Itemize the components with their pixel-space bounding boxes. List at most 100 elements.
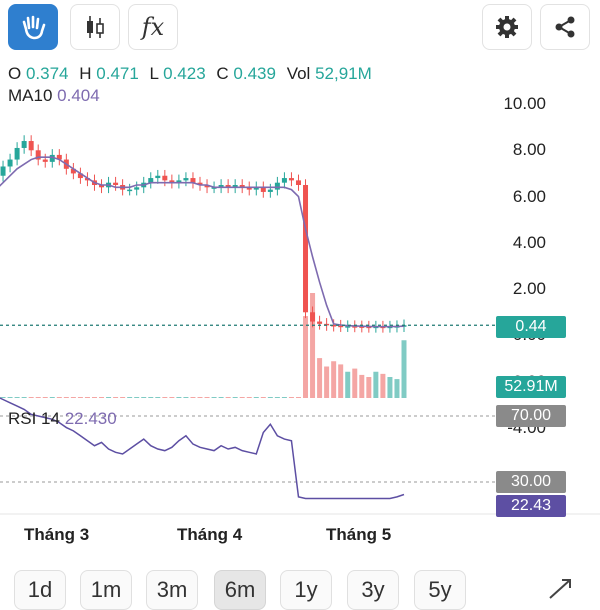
candle-body [42, 159, 48, 162]
period-1y-button[interactable]: 1y [280, 570, 332, 610]
volume-bar [42, 397, 48, 398]
volume-bar [288, 397, 294, 398]
candle-body [295, 180, 301, 185]
settings-button[interactable] [482, 4, 532, 50]
indicators-button[interactable]: fx [128, 4, 178, 50]
volume-bar [380, 373, 386, 398]
candle-body [28, 141, 34, 151]
rsi-upper-tag: 70.00 [496, 405, 566, 427]
volume-bar [387, 377, 393, 398]
candle-body [21, 141, 27, 148]
candle-body [366, 326, 372, 329]
candle-body [183, 178, 189, 181]
volume-bar [63, 397, 69, 398]
candle-body [359, 326, 365, 328]
volume-bar [155, 397, 161, 398]
volume-bar [148, 397, 154, 398]
candle-body [281, 178, 287, 183]
draw-tool-button[interactable] [8, 4, 58, 50]
volume-bar [169, 397, 175, 398]
share-button[interactable] [540, 4, 590, 50]
volume-bar [401, 340, 407, 398]
ma-label: MA10 [8, 86, 53, 105]
candle-body [134, 187, 140, 190]
volume-bar [113, 397, 119, 398]
candle-body [155, 175, 161, 179]
candle-body [99, 185, 105, 188]
candle-body [176, 180, 182, 183]
candle-body [162, 175, 168, 181]
period-3y-button[interactable]: 3y [347, 570, 399, 610]
volume-bar [324, 366, 330, 398]
ma-value: 0.404 [57, 86, 100, 105]
last-price-tag: 0.44 [496, 316, 566, 338]
candle-body [288, 178, 294, 181]
hand-icon [22, 15, 46, 40]
volume-bar [190, 397, 196, 398]
volume-bar [56, 397, 62, 398]
price-tick: 10.00 [503, 94, 546, 113]
close-label: C [216, 64, 229, 83]
candle-body [70, 168, 76, 174]
volume-bar [176, 397, 182, 398]
volume-bar [120, 397, 126, 398]
volume-bar [49, 397, 55, 398]
chart-type-button[interactable] [70, 4, 120, 50]
expand-icon[interactable] [549, 579, 571, 599]
volume-label: Vol [286, 64, 311, 83]
volume-bar [211, 397, 217, 398]
volume-bar [310, 293, 316, 398]
volume-bar [162, 397, 168, 398]
high-label: H [79, 64, 92, 83]
candle-body [239, 185, 245, 188]
candle-body [225, 185, 231, 188]
candle-body [49, 154, 55, 162]
candle-body [77, 173, 83, 179]
price-tick: 8.00 [512, 140, 546, 160]
time-label-april: Tháng 4 [177, 525, 243, 544]
candle-body [274, 182, 280, 190]
period-1d-button[interactable]: 1d [14, 570, 66, 610]
volume-bar [77, 397, 83, 398]
candle-body [113, 182, 119, 185]
volume-bar [28, 397, 34, 398]
volume-bar [204, 397, 210, 398]
period-5y-button[interactable]: 5y [414, 570, 466, 610]
candle-body [84, 178, 90, 181]
gear-icon [496, 16, 518, 38]
candle-body [345, 326, 351, 328]
candle-body [338, 325, 344, 328]
volume-bar [127, 397, 133, 398]
volume-bar [359, 374, 365, 398]
period-3m-button[interactable]: 3m [146, 570, 198, 610]
volume-bar [345, 371, 351, 398]
candle-body [401, 325, 407, 327]
price-tick: 6.00 [512, 186, 546, 206]
volume-bar [99, 397, 105, 398]
volume-bar [141, 397, 147, 398]
candle-body [190, 178, 196, 183]
candle-body [260, 187, 266, 192]
candle-body [331, 325, 337, 327]
period-1m-button[interactable]: 1m [80, 570, 132, 610]
low-value: 0.423 [163, 64, 206, 83]
rsi-lower-tag: 30.00 [496, 471, 566, 493]
time-label-may: Tháng 5 [326, 525, 392, 544]
volume-bar [134, 397, 140, 398]
price-tick: 2.00 [512, 279, 546, 299]
volume-bar [21, 397, 27, 398]
volume-tag: 52.91M [496, 376, 566, 398]
volume-bar [106, 397, 112, 398]
volume-bar [232, 397, 238, 398]
candle-body [232, 185, 238, 188]
rsi-label: RSI 14 [8, 409, 60, 428]
close-value: 0.439 [233, 64, 276, 83]
period-6m-button[interactable]: 6m [214, 570, 266, 610]
candle-body [56, 154, 62, 160]
volume-bar [260, 397, 266, 398]
volume-bar [338, 364, 344, 398]
candle-body [0, 166, 6, 176]
volume-value: 52,91M [315, 64, 372, 83]
share-icon [555, 16, 575, 38]
